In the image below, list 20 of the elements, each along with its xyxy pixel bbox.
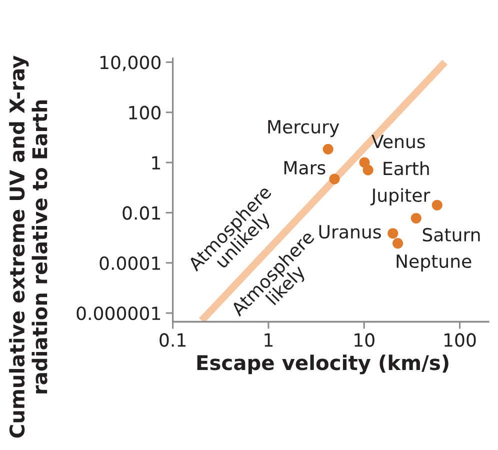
x-tick-label: 10 bbox=[354, 333, 374, 347]
series-label: Jupiter bbox=[370, 188, 430, 206]
x-axis-title: Escape velocity (km/s) bbox=[197, 354, 448, 374]
y-tick-label: 0.0001 bbox=[100, 256, 160, 270]
series-label: Mars bbox=[284, 161, 326, 175]
series-label: Neptune bbox=[396, 254, 472, 272]
x-tick-label: 1 bbox=[264, 333, 273, 347]
y-tick-label: 0.01 bbox=[122, 206, 160, 220]
y-tick-label: 10,000 bbox=[100, 56, 160, 72]
y-tick-label: 1 bbox=[152, 156, 160, 170]
series-label: Saturn bbox=[422, 228, 480, 242]
y-tick-label: 0.000001 bbox=[76, 306, 160, 320]
x-tick-label: 0.1 bbox=[160, 333, 186, 347]
series-label: Mercury bbox=[268, 120, 340, 138]
y-axis-title: Cumulative extreme UV and X-ray radiation relative to Earth bbox=[9, 56, 48, 438]
series-label: Uranus bbox=[319, 225, 381, 239]
series-label: Venus bbox=[372, 134, 425, 148]
y-tick-label: 100 bbox=[129, 106, 160, 120]
x-tick-label: 100 bbox=[444, 333, 476, 347]
series-label: Earth bbox=[384, 161, 429, 176]
